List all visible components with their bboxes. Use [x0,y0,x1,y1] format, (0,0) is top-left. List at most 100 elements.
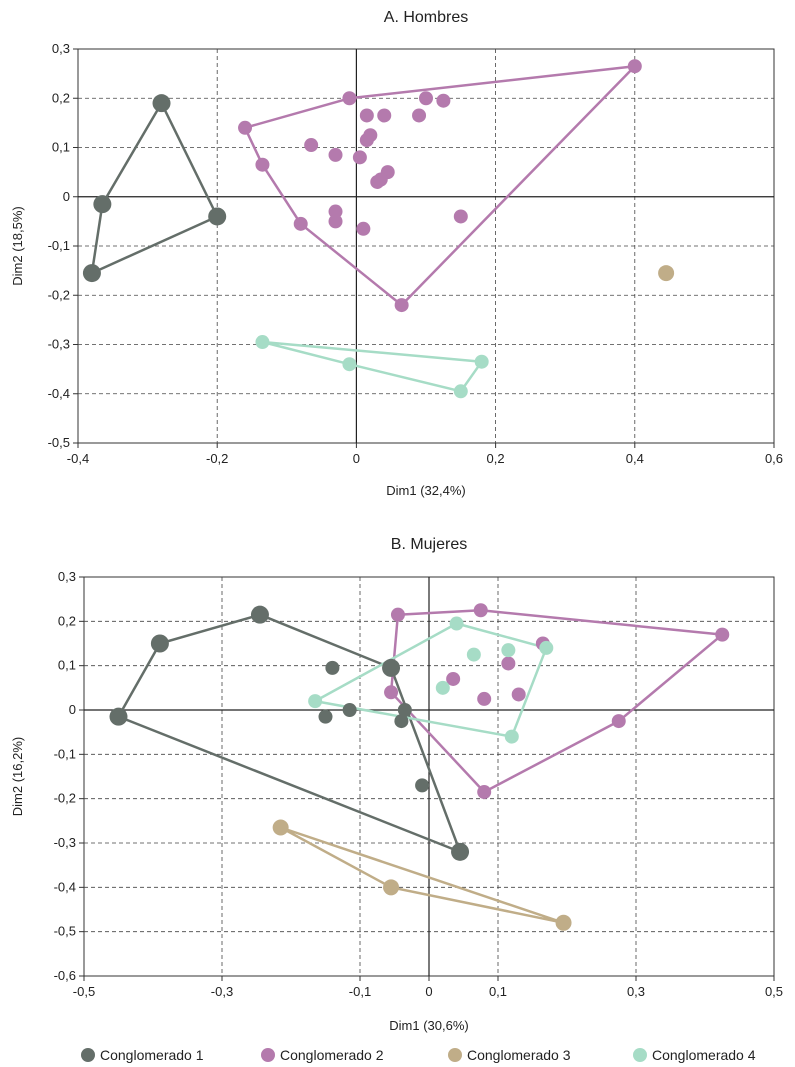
y-tick-label: -0,4 [54,879,76,894]
cluster-4-point [501,643,516,658]
cluster-3-point [555,914,572,931]
cluster-2-point [352,150,367,165]
cluster-2-point [627,59,642,74]
cluster-1-point [394,714,409,729]
legend-label-1: Conglomerado 1 [100,1047,204,1063]
cluster-2-point [453,209,468,224]
cluster-2-point [446,671,461,686]
cluster-4-point [453,384,468,399]
y-tick-label: 0,3 [58,569,76,584]
cluster-1-point [451,842,470,861]
y-tick-label: 0,2 [58,613,76,628]
x-axis-label: Dim1 (32,4%) [386,483,465,498]
y-tick-label: 0 [63,189,70,204]
cluster-3-point [272,819,289,836]
cluster-2-point [501,656,516,671]
x-axis-label: Dim1 (30,6%) [389,1018,468,1033]
y-tick-label: 0 [69,702,76,717]
cluster-1-point [325,660,340,675]
x-tick-label: -0,2 [206,451,228,466]
cluster-1-hull [117,613,462,854]
cluster-3-point [658,265,675,282]
y-tick-label: -0,5 [48,435,70,450]
panel-hombres: A. Hombres -0,4 -0,2 0 0,2 0,4 0,6 0,3 0,2 0,1 0 -0… [10,9,783,498]
cluster-2-point [359,108,374,123]
cluster-2-point [304,138,319,153]
cluster-2-point [715,627,730,642]
cluster-4-point [466,647,481,662]
cluster-4-point [255,335,270,350]
y-tick-label: 0,2 [52,90,70,105]
cluster-2-point [477,785,492,800]
x-tick-label: -0,4 [67,451,89,466]
x-tick-label: -0,5 [73,984,95,999]
cluster-4-point [435,680,450,695]
cluster-2-point [473,603,488,618]
legend-marker-4 [633,1048,647,1062]
y-tick-label: 0,1 [52,140,70,155]
cluster-2-point [377,108,392,123]
cluster-1-point [397,703,412,717]
cluster-2-point [328,204,343,219]
cluster-2-point [511,687,526,702]
cluster-4-point [308,694,323,709]
y-tick-label: -0,4 [48,386,70,401]
legend-marker-2 [261,1048,275,1062]
cluster-4-point [342,357,357,372]
chart-title: A. Hombres [384,9,468,26]
cluster-2-point [611,714,626,729]
cluster-2-hull [389,609,724,794]
y-axis-label: Dim2 (16,2%) [10,737,25,816]
cluster-2-point [436,93,451,108]
cluster-2-point [370,174,385,189]
cluster-1-hull [90,101,219,275]
y-tick-label: -0,3 [48,337,70,352]
cluster-2-point [293,216,308,231]
cluster-2-point [390,607,405,622]
cluster-4-hull [313,622,548,738]
y-tick-label: -0,1 [48,238,70,253]
cluster-1-point [415,778,430,793]
legend-label-4: Conglomerado 4 [652,1047,756,1063]
y-tick-label: -0,1 [54,746,76,761]
y-tick-label: 0,1 [58,658,76,673]
y-tick-label: -0,6 [54,968,76,983]
cluster-1-point [382,658,401,677]
cluster-2-point [255,157,270,172]
cluster-2-point [356,221,371,236]
legend-marker-1 [81,1048,95,1062]
y-tick-label: -0,5 [54,924,76,939]
cluster-4-point [539,640,554,655]
legend-label-2: Conglomerado 2 [280,1047,384,1063]
cluster-1-point [93,195,112,214]
x-tick-label: 0,3 [627,984,645,999]
legend-label-3: Conglomerado 3 [467,1047,571,1063]
cluster-2-point [342,91,357,106]
cluster-4-point [504,729,519,744]
cluster-1-point [342,703,357,717]
cluster-2-point [328,147,343,162]
cluster-1-point [208,207,227,226]
x-tick-label: -0,3 [211,984,233,999]
cluster-2-point [394,298,409,313]
x-tick-label: 0,6 [765,451,783,466]
x-tick-label: 0,4 [626,451,644,466]
cluster-1-point [109,707,128,726]
cluster-1-point [82,264,101,283]
cluster-2-point [328,214,343,229]
x-tick-label: 0,5 [765,984,783,999]
x-tick-label: 0 [425,984,432,999]
panel-mujeres: B. Mujeres -0,5 -0,3 -0,1 0 0,1 0,3 0,5 0,3 0,2 0,… [10,536,783,1033]
cluster-4-point [449,616,464,631]
cluster-1-point [250,605,269,624]
cluster-2-point [238,120,253,135]
y-axis-label: Dim2 (18,5%) [10,206,25,285]
x-tick-label: 0,1 [489,984,507,999]
cluster-4-point [474,354,489,369]
cluster-3-point [383,879,400,896]
x-tick-label: -0,1 [349,984,371,999]
cluster-2-point [419,91,433,106]
cluster-2-point [384,685,399,700]
